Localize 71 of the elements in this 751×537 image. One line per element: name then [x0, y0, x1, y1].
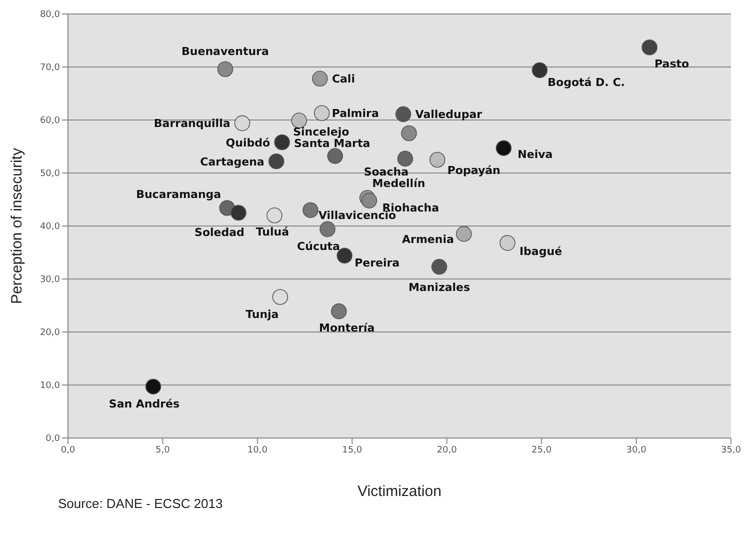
y-tick-label: 20,0 — [40, 328, 60, 338]
point — [145, 378, 162, 394]
point — [500, 235, 516, 251]
annotation: Cartagena — [200, 155, 264, 168]
point — [401, 125, 417, 142]
point — [431, 258, 448, 275]
y-tick-label: 50,0 — [40, 169, 60, 180]
annotation: Ibagué — [519, 244, 562, 258]
annotation: Tunja — [246, 308, 279, 322]
point — [274, 134, 290, 150]
annotation: Pereira — [354, 256, 400, 270]
annotation: Montería — [319, 321, 375, 334]
point — [314, 105, 330, 122]
point — [302, 202, 318, 218]
x-axis-title: Victimization — [358, 483, 442, 500]
annotation: Soledad — [194, 226, 244, 239]
annotation: Cali — [332, 72, 355, 86]
point — [330, 303, 347, 320]
annotation: Cúcuta — [297, 240, 340, 254]
point — [312, 70, 328, 87]
x-tick-label: 0,0 — [60, 445, 76, 456]
y-tick-label: 30,0 — [40, 275, 60, 286]
x-tick-label: 20,0 — [436, 445, 458, 456]
annotation: Pasto — [654, 57, 690, 70]
annotation: Medellín — [372, 176, 426, 190]
annotation: Bogotá D. C. — [548, 76, 625, 90]
annotation: Santa Marta — [294, 137, 370, 150]
x-tick-label: 25,0 — [532, 445, 552, 456]
annotation: Buenaventura — [182, 45, 269, 58]
point — [642, 39, 658, 56]
point — [234, 115, 250, 132]
point — [320, 221, 336, 238]
y-tick-label: 0,0 — [46, 434, 60, 444]
source-note: Source: DANE - ECSC 2013 — [58, 496, 223, 511]
point — [429, 152, 446, 168]
annotation: Soacha — [364, 166, 409, 179]
x-tick-label: 35,0 — [720, 445, 742, 456]
y-tick-label: 10,0 — [40, 381, 60, 392]
y-tick-label: 80,0 — [40, 10, 60, 20]
annotation: Sincelejo — [293, 126, 350, 139]
point — [395, 106, 412, 122]
annotation: Tuluá — [256, 225, 290, 238]
x-tick-label: 30,0 — [626, 445, 647, 456]
annotation: Valledupar — [415, 108, 483, 122]
x-tick-label: 10,0 — [247, 445, 268, 456]
point — [496, 140, 512, 156]
point — [456, 226, 472, 242]
point — [230, 204, 246, 221]
annotation: San Andrés — [108, 398, 180, 411]
y-tick-label: 40,0 — [40, 222, 60, 232]
point — [327, 148, 343, 164]
point — [291, 112, 308, 128]
x-tick-label: 15,0 — [342, 445, 362, 456]
annotation: Popayán — [447, 164, 500, 177]
point — [532, 62, 548, 78]
annotation: Quibdó — [226, 136, 270, 150]
point — [272, 289, 288, 305]
annotation: Neiva — [518, 148, 553, 162]
annotation: Barranquilla — [154, 117, 230, 130]
y-tick-label: 70,0 — [40, 63, 60, 74]
point — [217, 61, 234, 78]
x-tick-label: 5,0 — [156, 445, 170, 456]
point — [266, 208, 282, 224]
y-tick-label: 60,0 — [40, 116, 60, 126]
annotation: Bucaramanga — [136, 188, 222, 201]
point — [268, 153, 284, 170]
point — [397, 150, 414, 167]
y-axis-title: Perception of insecurity — [8, 148, 26, 304]
annotation: Manizales — [408, 280, 471, 294]
annotation: Palmira — [332, 107, 379, 120]
annotation: Armenia — [402, 232, 454, 246]
